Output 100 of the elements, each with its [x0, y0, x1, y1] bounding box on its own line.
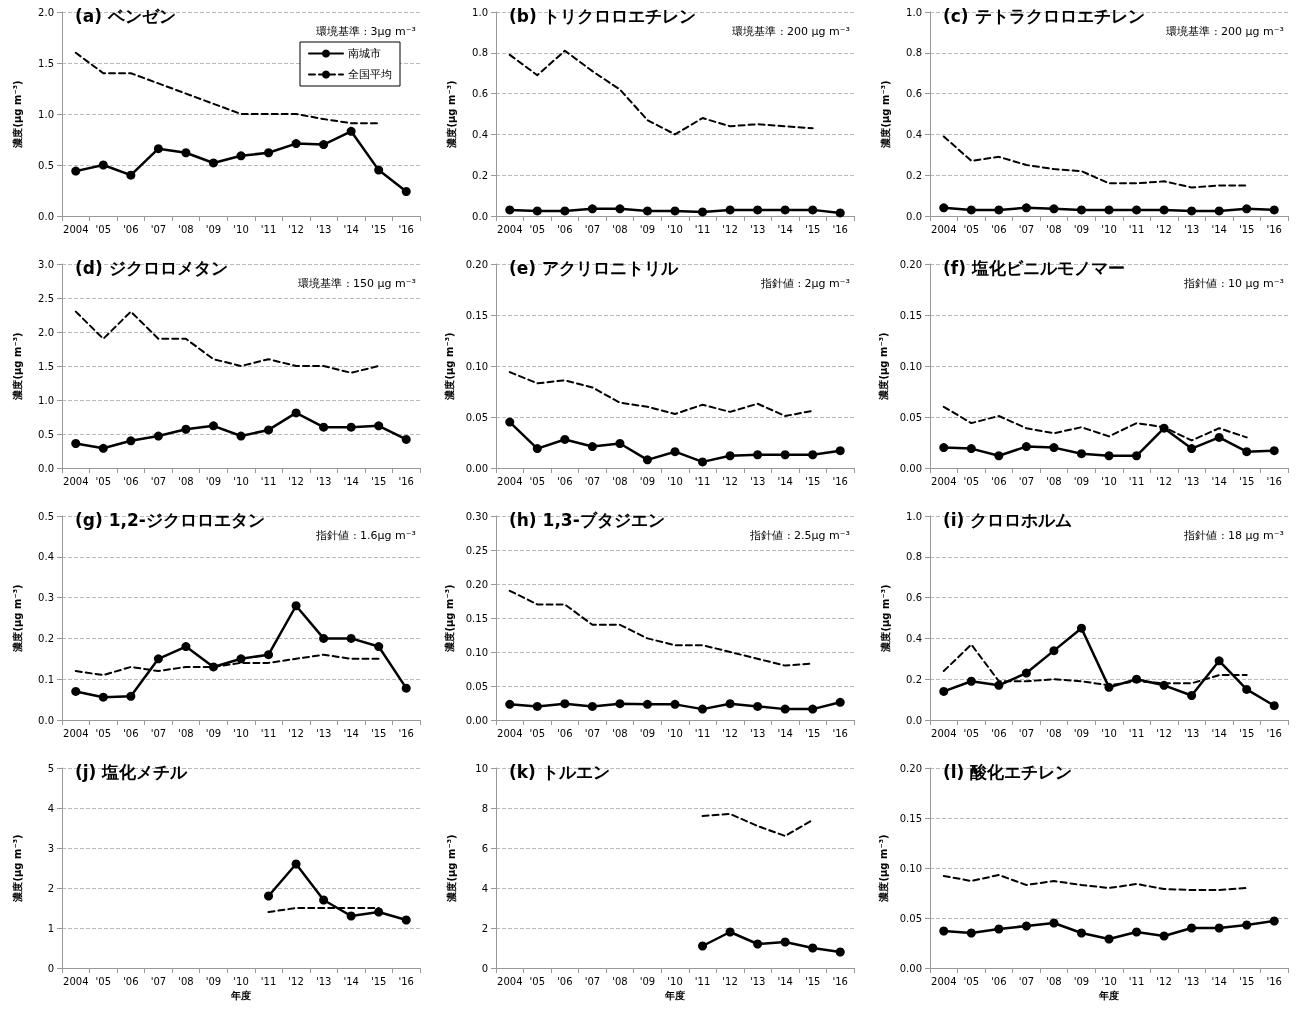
y-tick-label: 1.5 [38, 57, 54, 69]
y-tick-label: 0.20 [465, 258, 488, 270]
y-tick-label: 6 [481, 842, 488, 854]
y-tick-label: 0.3 [38, 592, 54, 604]
y-tick-label: 0.4 [38, 551, 54, 563]
x-tick-label: '16 [832, 475, 848, 487]
y-axis-title: 濃度(μg m⁻³) [879, 80, 891, 149]
x-tick-label: 2004 [63, 223, 89, 235]
x-tick-label: '08 [612, 727, 628, 739]
point [401, 683, 411, 693]
point [153, 431, 163, 441]
x-tick-label: '05 [963, 223, 980, 235]
x-tick-label: '10 [667, 223, 683, 235]
x-tick-label: '08 [178, 223, 194, 235]
point [808, 943, 818, 953]
x-tick-label: '12 [288, 975, 304, 987]
y-tick-label: 0.0 [906, 210, 922, 222]
chart-title: (j) 塩化メチル [75, 761, 189, 782]
y-tick-label: 0.8 [906, 47, 922, 59]
x-tick-label: '10 [1101, 727, 1117, 739]
point [698, 941, 708, 951]
chart-title: (i) クロロホルム [943, 509, 1073, 530]
x-tick-label: '10 [667, 727, 683, 739]
annotation: 指針値 : 2μg m⁻³ [759, 277, 850, 290]
x-tick-label: '07 [1018, 223, 1035, 235]
x-tick-label: '06 [991, 223, 1007, 235]
point [374, 642, 384, 652]
x-tick-label: '05 [963, 975, 980, 987]
x-tick-label: '08 [612, 975, 628, 987]
y-axis-title: 濃度(μg m⁻³) [445, 834, 457, 903]
y-tick-label: 3.0 [38, 258, 54, 270]
annotation: 環境基準 : 3μg m⁻³ [315, 25, 416, 38]
x-tick-label: '14 [1211, 223, 1227, 235]
point [698, 457, 708, 467]
point [560, 434, 570, 444]
y-tick-label: 0.15 [899, 309, 922, 321]
x-tick-label: '06 [123, 475, 139, 487]
chart-title: (a) ベンゼン [75, 5, 176, 26]
y-tick-label: 0.20 [899, 762, 922, 774]
x-tick-label: 2004 [63, 727, 89, 739]
y-tick-label: 5 [47, 762, 54, 774]
point [642, 699, 652, 709]
point [505, 417, 515, 427]
point [374, 421, 384, 431]
point [670, 447, 680, 457]
legend-label: 全国平均 [348, 68, 392, 81]
x-tick-label: '05 [95, 975, 112, 987]
x-tick-label: '12 [722, 223, 738, 235]
x-tick-label: 2004 [931, 223, 957, 235]
x-tick-label: '15 [1238, 223, 1255, 235]
point [98, 160, 108, 170]
x-tick-label: '05 [95, 727, 112, 739]
y-tick-label: 0 [481, 962, 488, 974]
x-tick-label: '11 [694, 975, 711, 987]
point [181, 148, 191, 158]
x-tick-label: '16 [1266, 475, 1282, 487]
point [698, 704, 708, 714]
y-tick-label: 0.0 [906, 714, 922, 726]
legend-label: 南城市 [348, 47, 381, 60]
y-tick-label: 2.0 [38, 6, 54, 18]
line-series [508, 371, 814, 417]
y-tick-label: 1.0 [38, 108, 54, 120]
y-tick-label: 0.0 [472, 210, 488, 222]
x-tick-label: '09 [205, 727, 222, 739]
line-series [74, 310, 380, 374]
point [1076, 623, 1086, 633]
point [1076, 449, 1086, 459]
x-tick-label: '14 [343, 475, 359, 487]
point [994, 924, 1004, 934]
x-tick-label: '13 [1183, 975, 1200, 987]
point [670, 699, 680, 709]
y-tick-label: 0.05 [899, 411, 922, 423]
x-tick-label: '09 [639, 727, 656, 739]
chart-title: (h) 1,3-ブタジエン [509, 509, 665, 530]
point [291, 601, 301, 611]
y-axis-title: 濃度(μg m⁻³) [11, 332, 23, 401]
x-tick-label: '15 [370, 223, 387, 235]
x-tick-label: '16 [1266, 975, 1282, 987]
chart-title: (b) トリクロロエチレン [509, 5, 696, 26]
x-tick-label: '07 [1018, 475, 1035, 487]
x-tick-label: '09 [205, 975, 222, 987]
x-tick-label: '10 [1101, 475, 1117, 487]
point [1269, 446, 1279, 456]
point [1049, 918, 1059, 928]
point [642, 455, 652, 465]
y-tick-label: 2.5 [38, 292, 54, 304]
point [98, 692, 108, 702]
x-tick-label: '06 [123, 727, 139, 739]
x-tick-label: '09 [205, 475, 222, 487]
y-axis-title: 濃度(μg m⁻³) [444, 584, 456, 653]
x-axis-title: 年度 [1098, 990, 1119, 1002]
point [236, 431, 246, 441]
point [374, 907, 384, 917]
x-tick-label: '12 [288, 727, 304, 739]
x-tick-label: 2004 [497, 975, 523, 987]
y-tick-label: 0.8 [472, 47, 488, 59]
point [560, 699, 570, 709]
x-tick-label: '16 [398, 727, 414, 739]
x-tick-label: '08 [1046, 223, 1062, 235]
x-tick-label: '09 [1073, 223, 1090, 235]
